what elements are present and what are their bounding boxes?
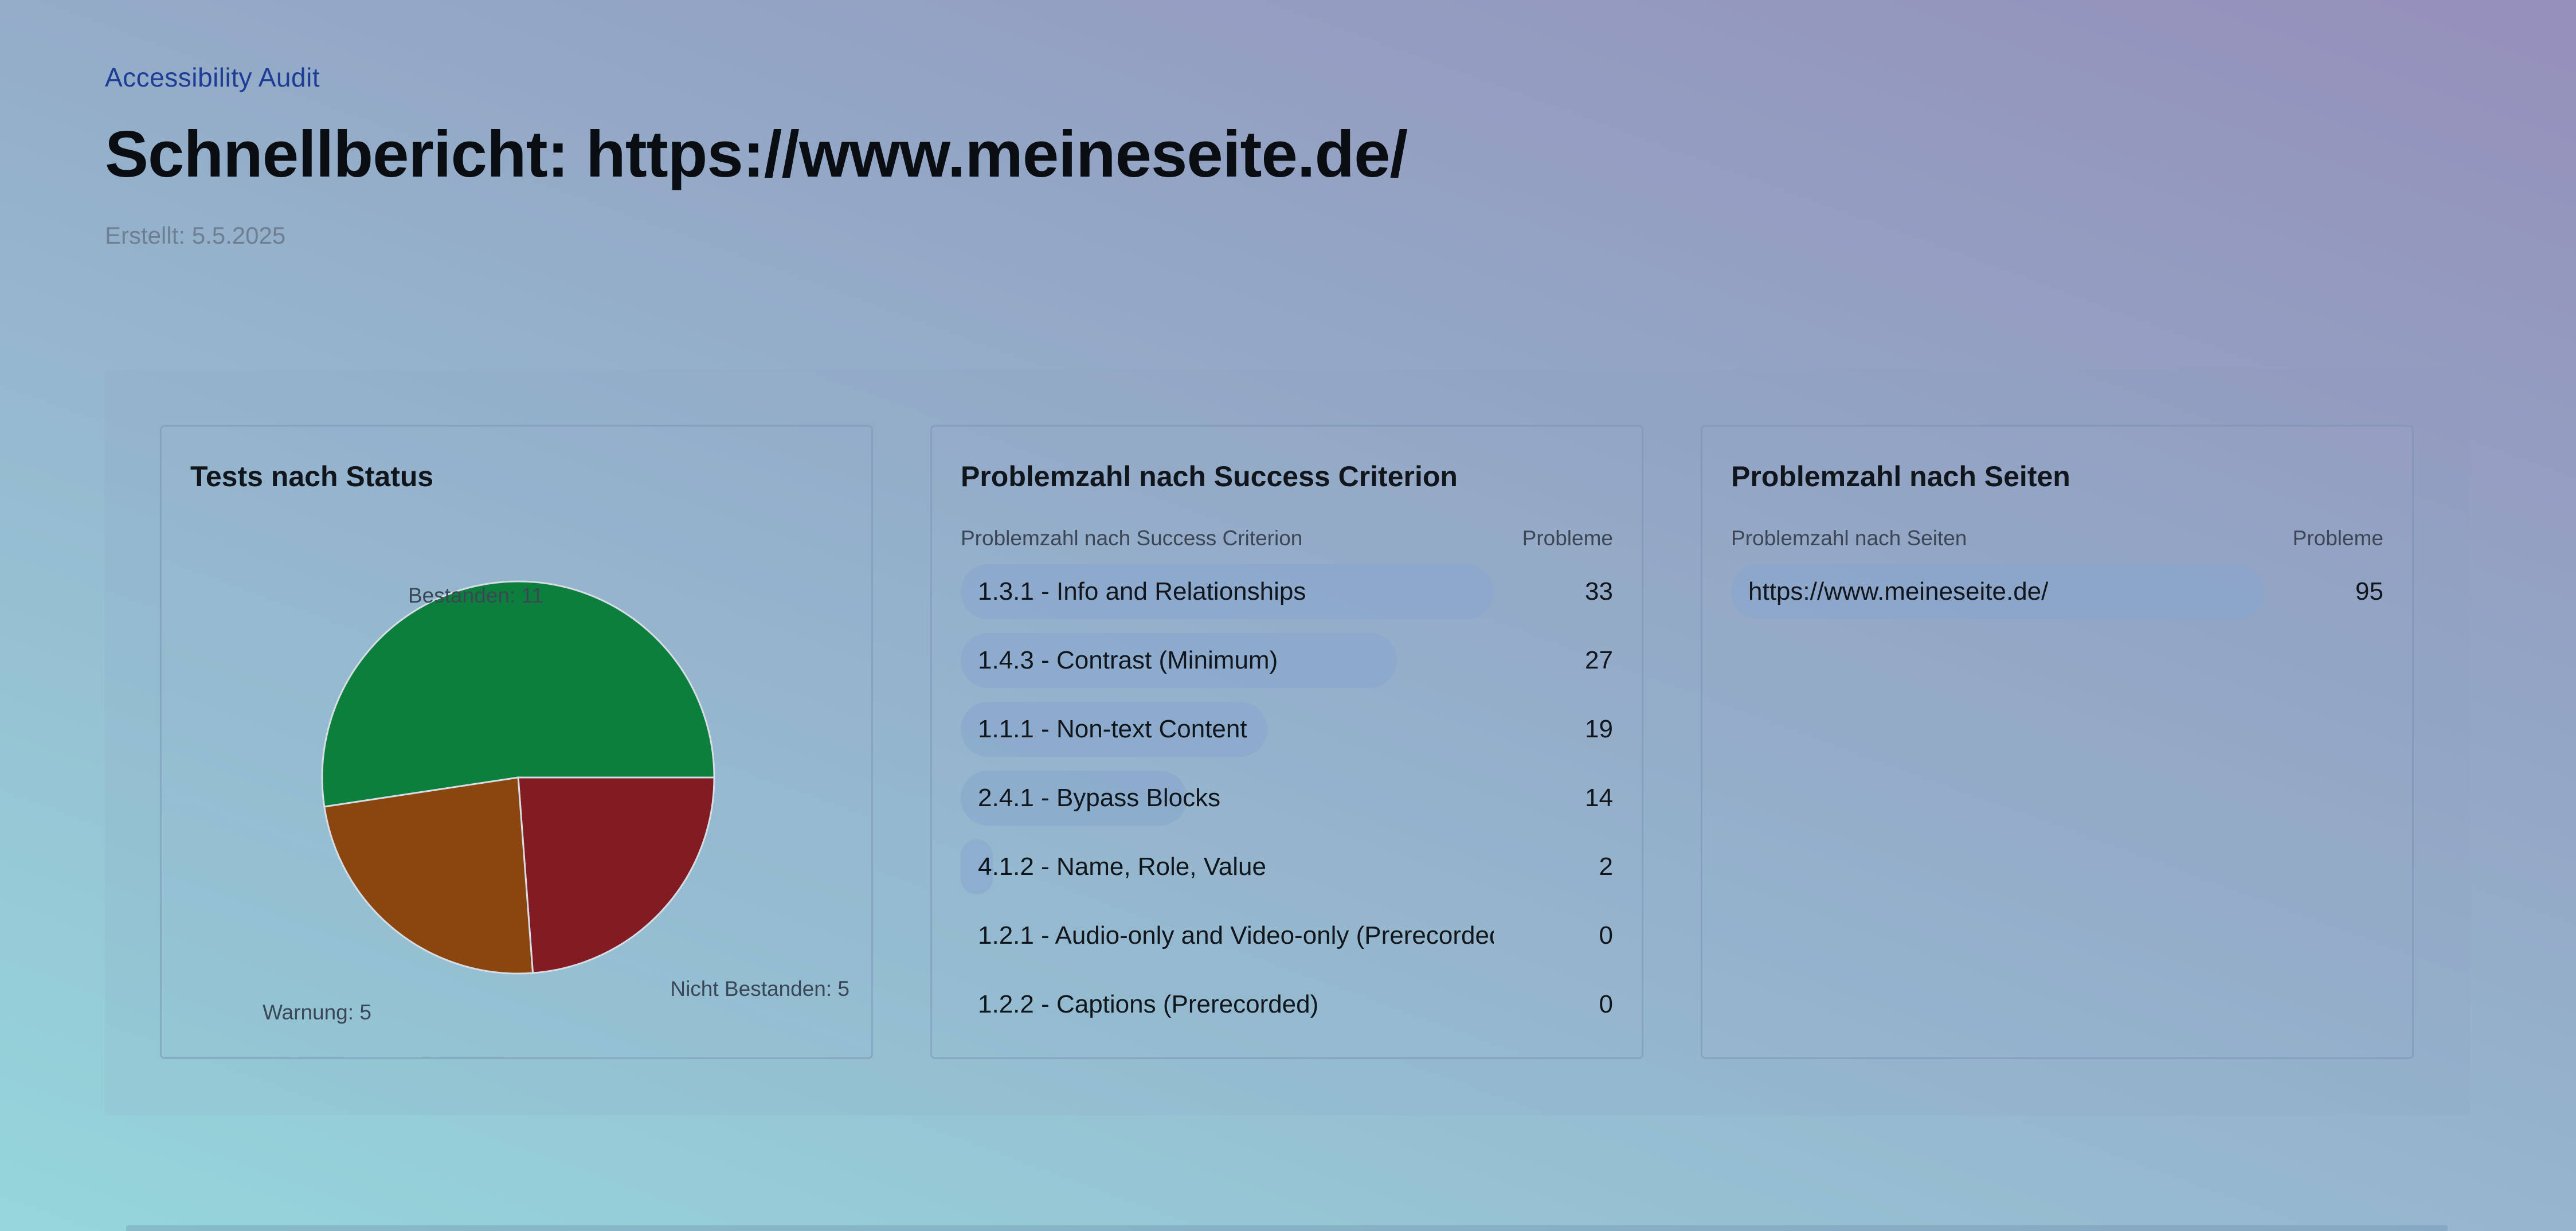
- criteria-row: 1.4.3 - Contrast (Minimum) 27: [961, 633, 1613, 688]
- criteria-card: Problemzahl nach Success Criterion Probl…: [930, 425, 1643, 1059]
- criteria-list-header: Problemzahl nach Success Criterion Probl…: [961, 526, 1613, 550]
- criteria-row-label: 1.2.2 - Captions (Prerecorded): [978, 990, 1319, 1018]
- criteria-card-title: Problemzahl nach Success Criterion: [961, 460, 1458, 493]
- criteria-row: 1.2.2 - Captions (Prerecorded) 0: [961, 977, 1613, 1032]
- criteria-row: 1.1.1 - Non-text Content 19: [961, 702, 1613, 757]
- criteria-row-bar: [961, 633, 1397, 688]
- criteria-row-label: 1.2.1 - Audio-only and Video-only (Prere…: [978, 921, 1494, 949]
- criteria-row-label: 1.1.1 - Non-text Content: [978, 715, 1247, 743]
- criteria-row-label: 2.4.1 - Bypass Blocks: [978, 784, 1221, 812]
- pie-slice-bestanden: [321, 580, 715, 808]
- eyebrow-label: Accessibility Audit: [105, 62, 320, 92]
- pages-row: https://www.meineseite.de/95: [1731, 564, 2383, 619]
- charts-panel: Tests nach Status Bestanden: 11 Nicht Bes…: [105, 370, 2470, 1115]
- criteria-row-bar: [961, 702, 1268, 757]
- pages-card: Problemzahl nach Seiten Problemzahl nach…: [1701, 425, 2414, 1059]
- pages-list-header: Problemzahl nach Seiten Probleme: [1731, 526, 2383, 550]
- pages-list: https://www.meineseite.de/95: [1731, 564, 2383, 633]
- page-title: Schnellbericht: https://www.meineseite.d…: [105, 118, 1408, 191]
- criteria-list: 1.3.1 - Info and Relationships 33 1.4.3 - …: [961, 564, 1613, 1046]
- criteria-row-value: 27: [1585, 646, 1613, 674]
- status-pie-chart: Bestanden: 11 Nicht Bestanden: 5 Warnung: …: [263, 580, 849, 1024]
- pie-label-warnung: Warnung: 5: [263, 1001, 371, 1024]
- criteria-row-value: 0: [1599, 990, 1613, 1018]
- status-card-title: Tests nach Status: [190, 460, 434, 493]
- pie-label-nicht-bestanden: Nicht Bestanden: 5: [670, 977, 849, 1001]
- pages-row-bar: [1731, 564, 2264, 619]
- criteria-row: 4.1.2 - Name, Role, Value 2: [961, 839, 1613, 894]
- pie-slice-warnung: [323, 776, 534, 975]
- criteria-row-value: 0: [1599, 921, 1613, 949]
- criteria-row-label: 1.4.3 - Contrast (Minimum): [978, 646, 1278, 674]
- report-header: Accessibility Audit Schnellbericht: http…: [105, 62, 1408, 249]
- status-chart-card: Tests nach Status Bestanden: 11 Nicht Bes…: [160, 425, 873, 1059]
- created-date: Erstellt: 5.5.2025: [105, 222, 286, 249]
- criteria-row-bar: [961, 771, 1187, 826]
- criteria-row-value: 33: [1585, 577, 1613, 605]
- criteria-row-label: 4.1.2 - Name, Role, Value: [978, 853, 1266, 881]
- criteria-row-bar: [961, 564, 1494, 619]
- criteria-row-value: 14: [1585, 784, 1613, 812]
- criteria-row-value: 2: [1599, 853, 1613, 881]
- pie-label-bestanden: Bestanden: 11: [408, 584, 543, 607]
- pages-column-label: Problemzahl nach Seiten: [1731, 526, 1967, 550]
- criteria-row: 1.3.1 - Info and Relationships 33: [961, 564, 1613, 619]
- pages-row-label: https://www.meineseite.de/: [1748, 577, 2049, 605]
- criteria-row: 1.2.1 - Audio-only and Video-only (Prere…: [961, 908, 1613, 963]
- pages-row-value: 95: [2355, 577, 2383, 605]
- criteria-row-label: 1.3.1 - Info and Relationships: [978, 577, 1306, 605]
- next-section-edge: [126, 1225, 2448, 1231]
- criteria-column-label: Problemzahl nach Success Criterion: [961, 526, 1303, 550]
- criteria-row-bar: [961, 839, 993, 894]
- criteria-column-value: Probleme: [1522, 526, 1613, 550]
- pie-slice-nicht-bestanden: [517, 776, 715, 974]
- pages-card-title: Problemzahl nach Seiten: [1731, 460, 2070, 493]
- criteria-row-value: 19: [1585, 715, 1613, 743]
- pages-column-value: Probleme: [2292, 526, 2383, 550]
- criteria-row: 2.4.1 - Bypass Blocks 14: [961, 771, 1613, 826]
